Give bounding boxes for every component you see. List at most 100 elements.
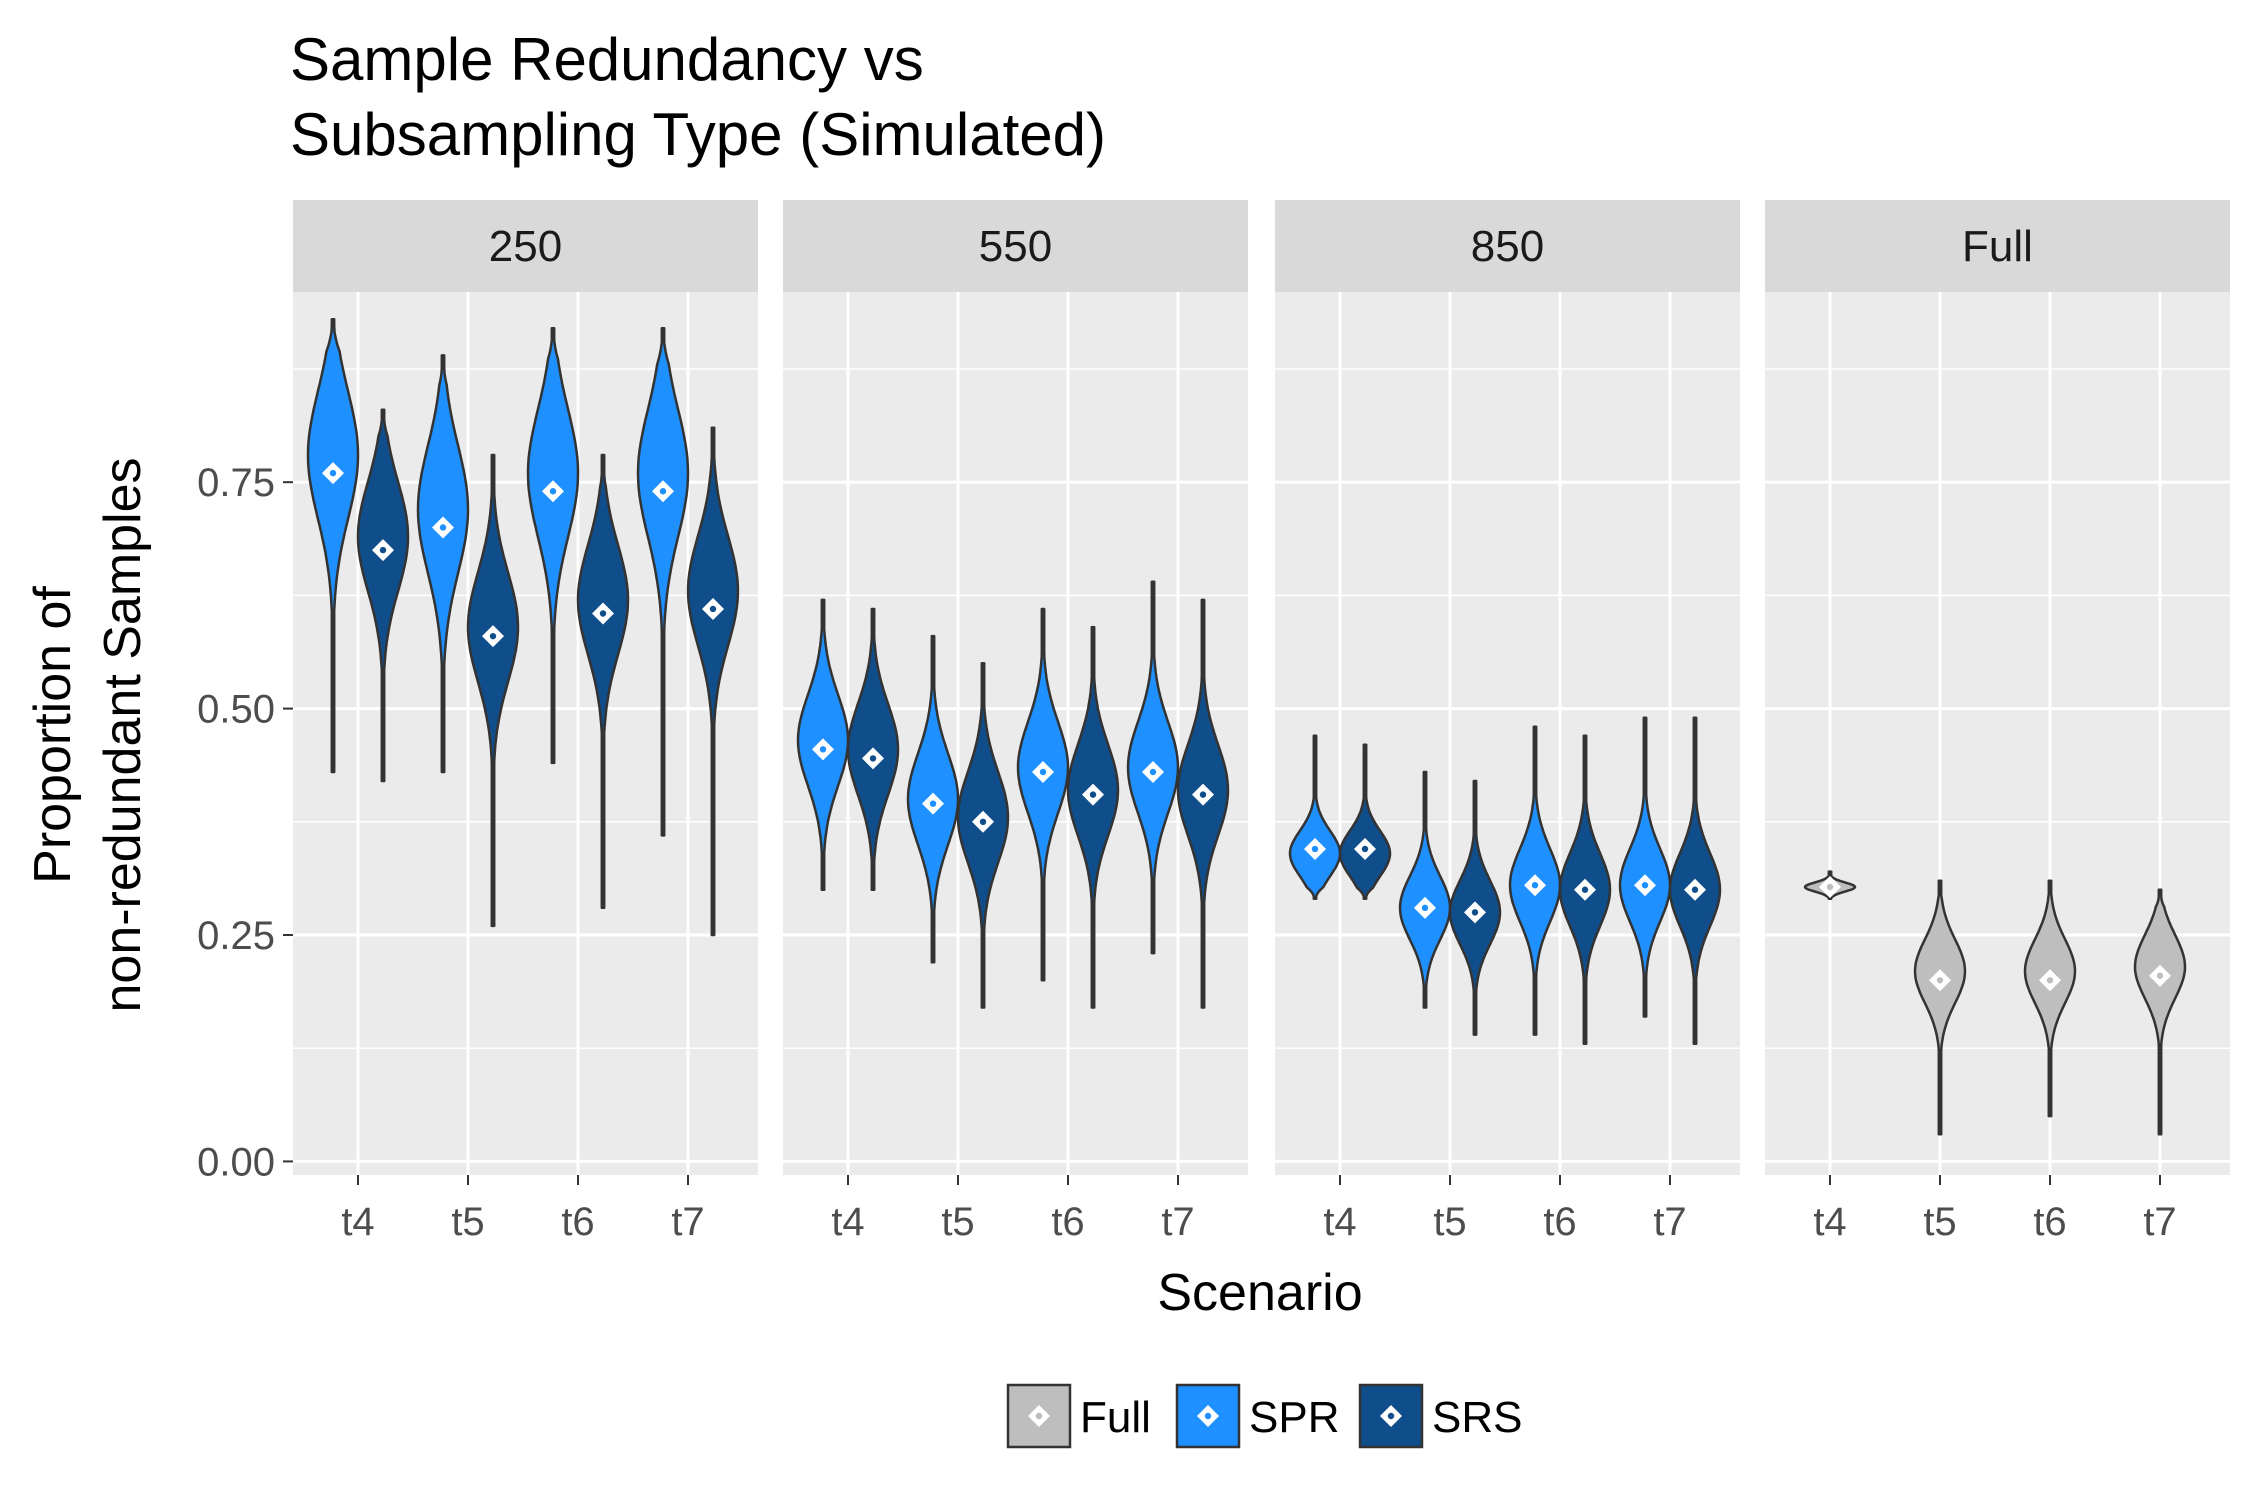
legend-item-spr: SPR bbox=[1175, 1383, 1339, 1449]
violin-srs-t4 bbox=[356, 408, 410, 783]
x-tick-label: t4 bbox=[341, 1200, 374, 1244]
x-tick-label: t5 bbox=[941, 1200, 974, 1244]
panel-background bbox=[1765, 292, 2230, 1175]
violin-srs-t5 bbox=[956, 662, 1010, 1009]
legend-item-full: Full bbox=[1006, 1383, 1151, 1449]
violin-srs-t7 bbox=[686, 426, 740, 937]
mean-marker-center bbox=[1826, 883, 1834, 891]
violin-spr-t6 bbox=[526, 326, 580, 765]
chart-title: Sample Redundancy vs Subsampling Type (S… bbox=[290, 26, 1106, 168]
mean-marker-center bbox=[599, 610, 607, 617]
y-tick-label: 0.50 bbox=[197, 688, 275, 732]
legend-key-marker-center bbox=[1035, 1412, 1043, 1420]
violin-spr-t7 bbox=[636, 326, 690, 837]
mean-marker-center bbox=[1641, 881, 1649, 889]
violin-spr-t6 bbox=[1016, 607, 1070, 982]
mean-marker-center bbox=[1531, 881, 1539, 889]
legend-label: Full bbox=[1080, 1393, 1151, 1442]
facet-panel-550: 550 bbox=[783, 200, 1248, 1175]
violin-spr-t4 bbox=[306, 317, 360, 774]
panel-background bbox=[1275, 292, 1740, 1175]
violin-spr-t5 bbox=[416, 354, 470, 774]
mean-marker-center bbox=[1421, 904, 1429, 912]
x-tick-label: t5 bbox=[1923, 1200, 1956, 1244]
x-tick-label: t6 bbox=[561, 1200, 594, 1244]
legend-key-marker-center bbox=[1387, 1412, 1395, 1420]
mean-marker-center bbox=[1199, 791, 1207, 798]
mean-marker-center bbox=[1471, 909, 1479, 916]
facet-strip-label: 550 bbox=[979, 222, 1052, 271]
y-tick-label: 0.75 bbox=[197, 461, 275, 505]
mean-marker-center bbox=[1089, 791, 1097, 798]
mean-marker-center bbox=[659, 488, 667, 495]
legend-key-marker-center bbox=[1204, 1412, 1212, 1420]
facet-strip-label: 250 bbox=[489, 222, 562, 271]
mean-marker-center bbox=[929, 800, 937, 807]
x-tick-label: t7 bbox=[1161, 1200, 1194, 1244]
facet-strip-label: Full bbox=[1962, 222, 2033, 271]
violin-full-t6 bbox=[2023, 879, 2077, 1118]
y-tick-label: 0.00 bbox=[197, 1140, 275, 1184]
x-tick-label: t5 bbox=[1433, 1200, 1466, 1244]
violin-srs-t4 bbox=[1338, 743, 1392, 901]
mean-marker-center bbox=[379, 546, 387, 554]
facet-panel-250: 250 bbox=[293, 200, 758, 1175]
violin-srs-t6 bbox=[1066, 625, 1120, 1009]
x-tick-label: t4 bbox=[831, 1200, 864, 1244]
y-axis-title-line: Proportion of bbox=[24, 586, 82, 884]
mean-marker-center bbox=[709, 605, 717, 613]
facet-strip bbox=[293, 200, 758, 292]
facet-panels: 250 550 850 Full bbox=[293, 200, 2230, 1175]
mean-marker-center bbox=[1691, 886, 1699, 893]
facet-panel-Full: Full bbox=[1765, 200, 2230, 1175]
mean-marker-center bbox=[1149, 768, 1157, 776]
x-tick-label: t5 bbox=[451, 1200, 484, 1244]
x-tick-label: t4 bbox=[1323, 1200, 1356, 1244]
mean-marker-center bbox=[1311, 845, 1319, 853]
x-tick-label: t7 bbox=[671, 1200, 704, 1244]
x-tick-label: t6 bbox=[1051, 1200, 1084, 1244]
mean-marker-center bbox=[2156, 972, 2164, 979]
axis-titles: Scenario Proportion of non-redundant Sam… bbox=[24, 457, 1363, 1322]
mean-marker-center bbox=[979, 818, 987, 825]
violin-spr-t4 bbox=[1288, 734, 1342, 901]
mean-marker-center bbox=[819, 746, 827, 753]
x-axis-title: Scenario bbox=[1157, 1264, 1362, 1322]
chart-title-line: Subsampling Type (Simulated) bbox=[290, 101, 1106, 168]
x-tick-label: t4 bbox=[1813, 1200, 1846, 1244]
violin-full-t5 bbox=[1913, 879, 1967, 1136]
facet-strip bbox=[1765, 200, 2230, 292]
y-axis-title-line: non-redundant Samples bbox=[94, 457, 152, 1012]
violin-spr-t5 bbox=[1398, 770, 1452, 1009]
mean-marker-center bbox=[1039, 768, 1047, 776]
mean-marker-center bbox=[549, 488, 557, 495]
mean-marker-center bbox=[2046, 977, 2054, 984]
x-tick-label: t7 bbox=[1653, 1200, 1686, 1244]
mean-marker-center bbox=[869, 755, 877, 762]
x-tick-label: t7 bbox=[2143, 1200, 2176, 1244]
legend-label: SPR bbox=[1249, 1393, 1339, 1442]
violin-srs-t6 bbox=[576, 453, 630, 910]
x-tick-label: t6 bbox=[1543, 1200, 1576, 1244]
y-axis: 0.00 0.25 0.50 0.75 bbox=[197, 461, 293, 1184]
mean-marker-center bbox=[439, 524, 447, 531]
violin-full-t7 bbox=[2133, 888, 2187, 1136]
mean-marker-center bbox=[1581, 886, 1589, 893]
facet-panel-850: 850 bbox=[1275, 200, 1740, 1175]
legend-label: SRS bbox=[1432, 1393, 1522, 1442]
chart-title-line: Sample Redundancy vs bbox=[290, 26, 924, 93]
facet-strip bbox=[783, 200, 1248, 292]
x-axis: t4 t5 t6 t7 t4 t5 t6 t7 t4 t5 t6 t7 t4 t5 t6 t7 bbox=[341, 1175, 2177, 1244]
facet-strip-label: 850 bbox=[1471, 222, 1544, 271]
mean-marker-center bbox=[1361, 845, 1369, 853]
legend-item-srs: SRS bbox=[1358, 1383, 1522, 1449]
mean-marker-center bbox=[329, 469, 337, 477]
violin-srs-t5 bbox=[466, 453, 520, 928]
x-tick-label: t6 bbox=[2033, 1200, 2066, 1244]
violin-spr-t7 bbox=[1618, 716, 1672, 1018]
mean-marker-center bbox=[1936, 977, 1944, 984]
y-tick-label: 0.25 bbox=[197, 914, 275, 958]
legend: Full SPR SRS bbox=[1006, 1383, 1522, 1449]
facet-strip bbox=[1275, 200, 1740, 292]
